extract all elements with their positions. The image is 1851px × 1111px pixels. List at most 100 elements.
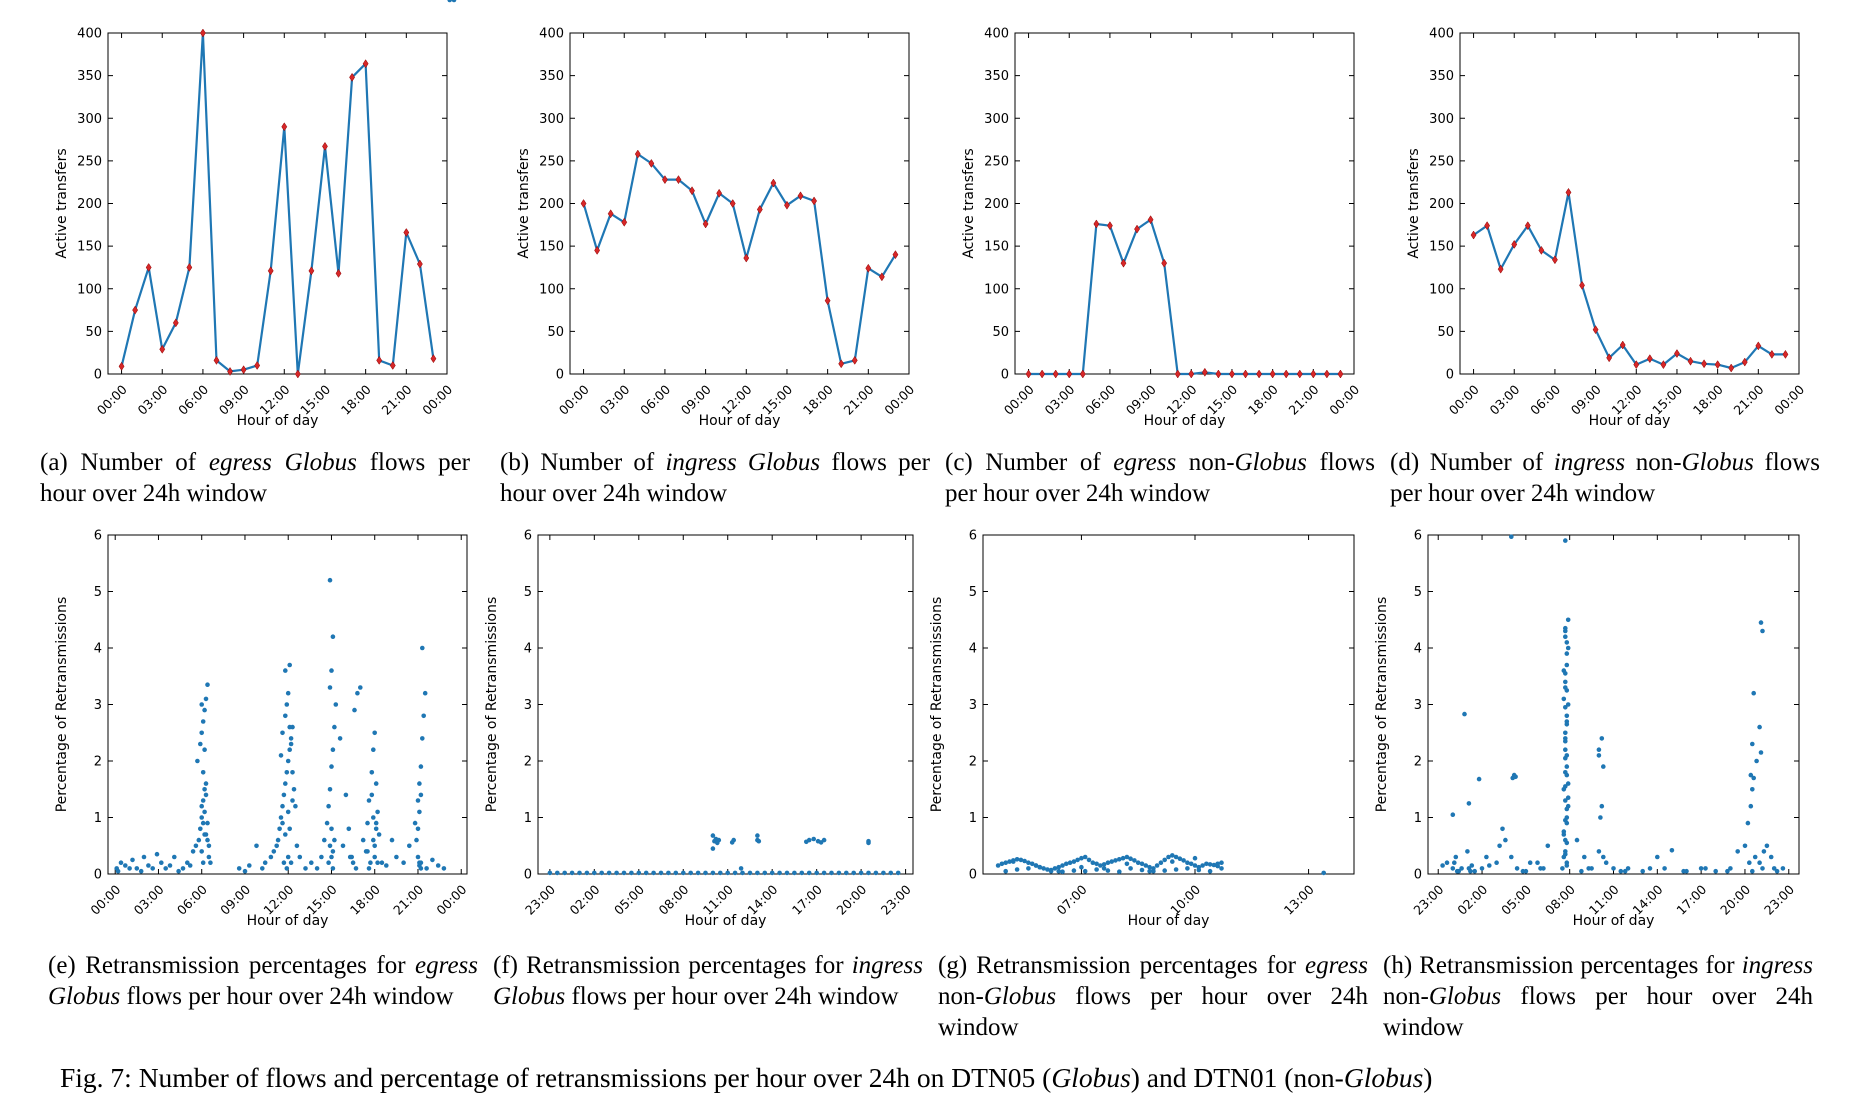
scatter-point bbox=[1204, 861, 1209, 867]
y-tick-label: 300 bbox=[984, 112, 1009, 127]
y-tick-label: 350 bbox=[77, 69, 102, 84]
data-point-marker bbox=[1201, 367, 1208, 377]
scatter-point bbox=[1760, 866, 1765, 871]
scatter-point bbox=[1007, 859, 1012, 864]
x-tick-label: 17:00 bbox=[789, 882, 825, 918]
scatter-point bbox=[150, 866, 155, 871]
scatter-point bbox=[1105, 868, 1111, 873]
scatter-point bbox=[1453, 854, 1459, 860]
scatter-point bbox=[1075, 857, 1080, 863]
scatter-point bbox=[205, 820, 210, 826]
scatter-point bbox=[274, 843, 280, 849]
scatter-point bbox=[1669, 848, 1675, 853]
scatter-point bbox=[1484, 854, 1489, 860]
scatter-point bbox=[407, 843, 412, 849]
data-point-marker bbox=[1296, 369, 1303, 379]
caption-g: (g) Retransmission percentages for egres… bbox=[938, 952, 1368, 1041]
scatter-point bbox=[1563, 705, 1568, 710]
x-tick-label: 20:00 bbox=[833, 882, 869, 918]
y-tick-label: 5 bbox=[969, 585, 977, 600]
scatter-point bbox=[285, 758, 291, 764]
scatter-point bbox=[614, 870, 619, 876]
data-point-marker bbox=[1619, 340, 1626, 350]
scatter-point bbox=[187, 863, 193, 868]
scatter-point bbox=[355, 690, 360, 696]
x-axis-label: Hour of day bbox=[1573, 913, 1655, 929]
scatter-point bbox=[254, 843, 259, 849]
scatter-point bbox=[1728, 866, 1733, 871]
y-tick-label: 0 bbox=[94, 368, 102, 383]
scatter-point bbox=[1086, 857, 1092, 863]
scatter-point bbox=[358, 685, 363, 690]
y-tick-label: 0 bbox=[969, 868, 977, 883]
scatter-point bbox=[360, 837, 366, 843]
data-point-marker bbox=[430, 354, 437, 364]
data-point-marker bbox=[200, 28, 206, 38]
y-tick-label: 6 bbox=[94, 529, 102, 544]
data-point-marker bbox=[1052, 369, 1059, 379]
scatter-point bbox=[373, 781, 379, 786]
data-point-marker bbox=[1755, 341, 1762, 351]
scatter-point bbox=[200, 798, 206, 803]
scatter-point bbox=[1105, 860, 1111, 865]
y-tick-label: 0 bbox=[556, 368, 564, 383]
scatter-point bbox=[146, 863, 151, 868]
scatter-point bbox=[275, 837, 281, 843]
scatter-point bbox=[415, 854, 421, 860]
scatter-point bbox=[1564, 840, 1570, 846]
y-tick-label: 50 bbox=[992, 325, 1009, 340]
scatter-point bbox=[326, 803, 331, 809]
data-point-marker bbox=[1134, 224, 1140, 234]
scatter-point bbox=[1752, 854, 1758, 860]
scatter-point bbox=[873, 870, 879, 876]
data-point-marker bbox=[892, 250, 899, 260]
data-point-marker bbox=[756, 205, 763, 214]
scatter-point bbox=[651, 870, 656, 876]
x-tick-label: 17:00 bbox=[1673, 882, 1709, 918]
caption-h: (h) Retransmission percentages for ingre… bbox=[1383, 952, 1813, 1041]
scatter-point bbox=[710, 846, 716, 851]
y-tick-label: 350 bbox=[539, 69, 564, 84]
scatter-point bbox=[291, 787, 297, 792]
scatter-point bbox=[309, 860, 314, 865]
scatter-point bbox=[375, 860, 380, 865]
scatter-point bbox=[1124, 854, 1130, 860]
scatter-point bbox=[1018, 857, 1024, 863]
scatter-point bbox=[695, 870, 701, 876]
y-tick-label: 150 bbox=[984, 240, 1009, 255]
scatter-point bbox=[369, 770, 375, 775]
y-tick-label: 4 bbox=[94, 642, 102, 657]
scatter-point bbox=[1596, 753, 1602, 758]
scatter-point bbox=[1060, 869, 1065, 874]
scatter-point bbox=[747, 870, 753, 876]
scatter-point bbox=[297, 854, 303, 860]
scatter-point bbox=[1758, 620, 1764, 625]
scatter-point bbox=[1147, 864, 1152, 870]
scatter-point bbox=[193, 843, 199, 849]
x-tick-label: 23:00 bbox=[522, 882, 558, 918]
scatter-point bbox=[1757, 724, 1762, 730]
scatter-point bbox=[371, 747, 376, 752]
scatter-point bbox=[1655, 854, 1660, 860]
caption-b: (b) Number of ingress Globus flows per h… bbox=[500, 449, 930, 507]
scatter-point bbox=[1215, 863, 1220, 869]
scatter-point bbox=[1188, 861, 1194, 867]
y-tick-label: 3 bbox=[524, 698, 532, 713]
scatter-point bbox=[1750, 741, 1755, 747]
scatter-point bbox=[755, 833, 760, 838]
scatter-point bbox=[366, 866, 372, 871]
scatter-point bbox=[1162, 857, 1167, 863]
scatter-point bbox=[287, 826, 293, 832]
data-point-marker bbox=[662, 175, 668, 185]
scatter-point bbox=[353, 866, 359, 871]
scatter-point bbox=[418, 860, 424, 865]
y-tick-label: 400 bbox=[1429, 27, 1454, 42]
scatter-point bbox=[895, 870, 901, 876]
y-tick-label: 100 bbox=[984, 282, 1009, 297]
scatter-point bbox=[1151, 868, 1156, 874]
scatter-point bbox=[280, 730, 285, 736]
scatter-point bbox=[1751, 690, 1756, 696]
scatter-point bbox=[1219, 860, 1224, 865]
scatter-point bbox=[592, 870, 597, 876]
